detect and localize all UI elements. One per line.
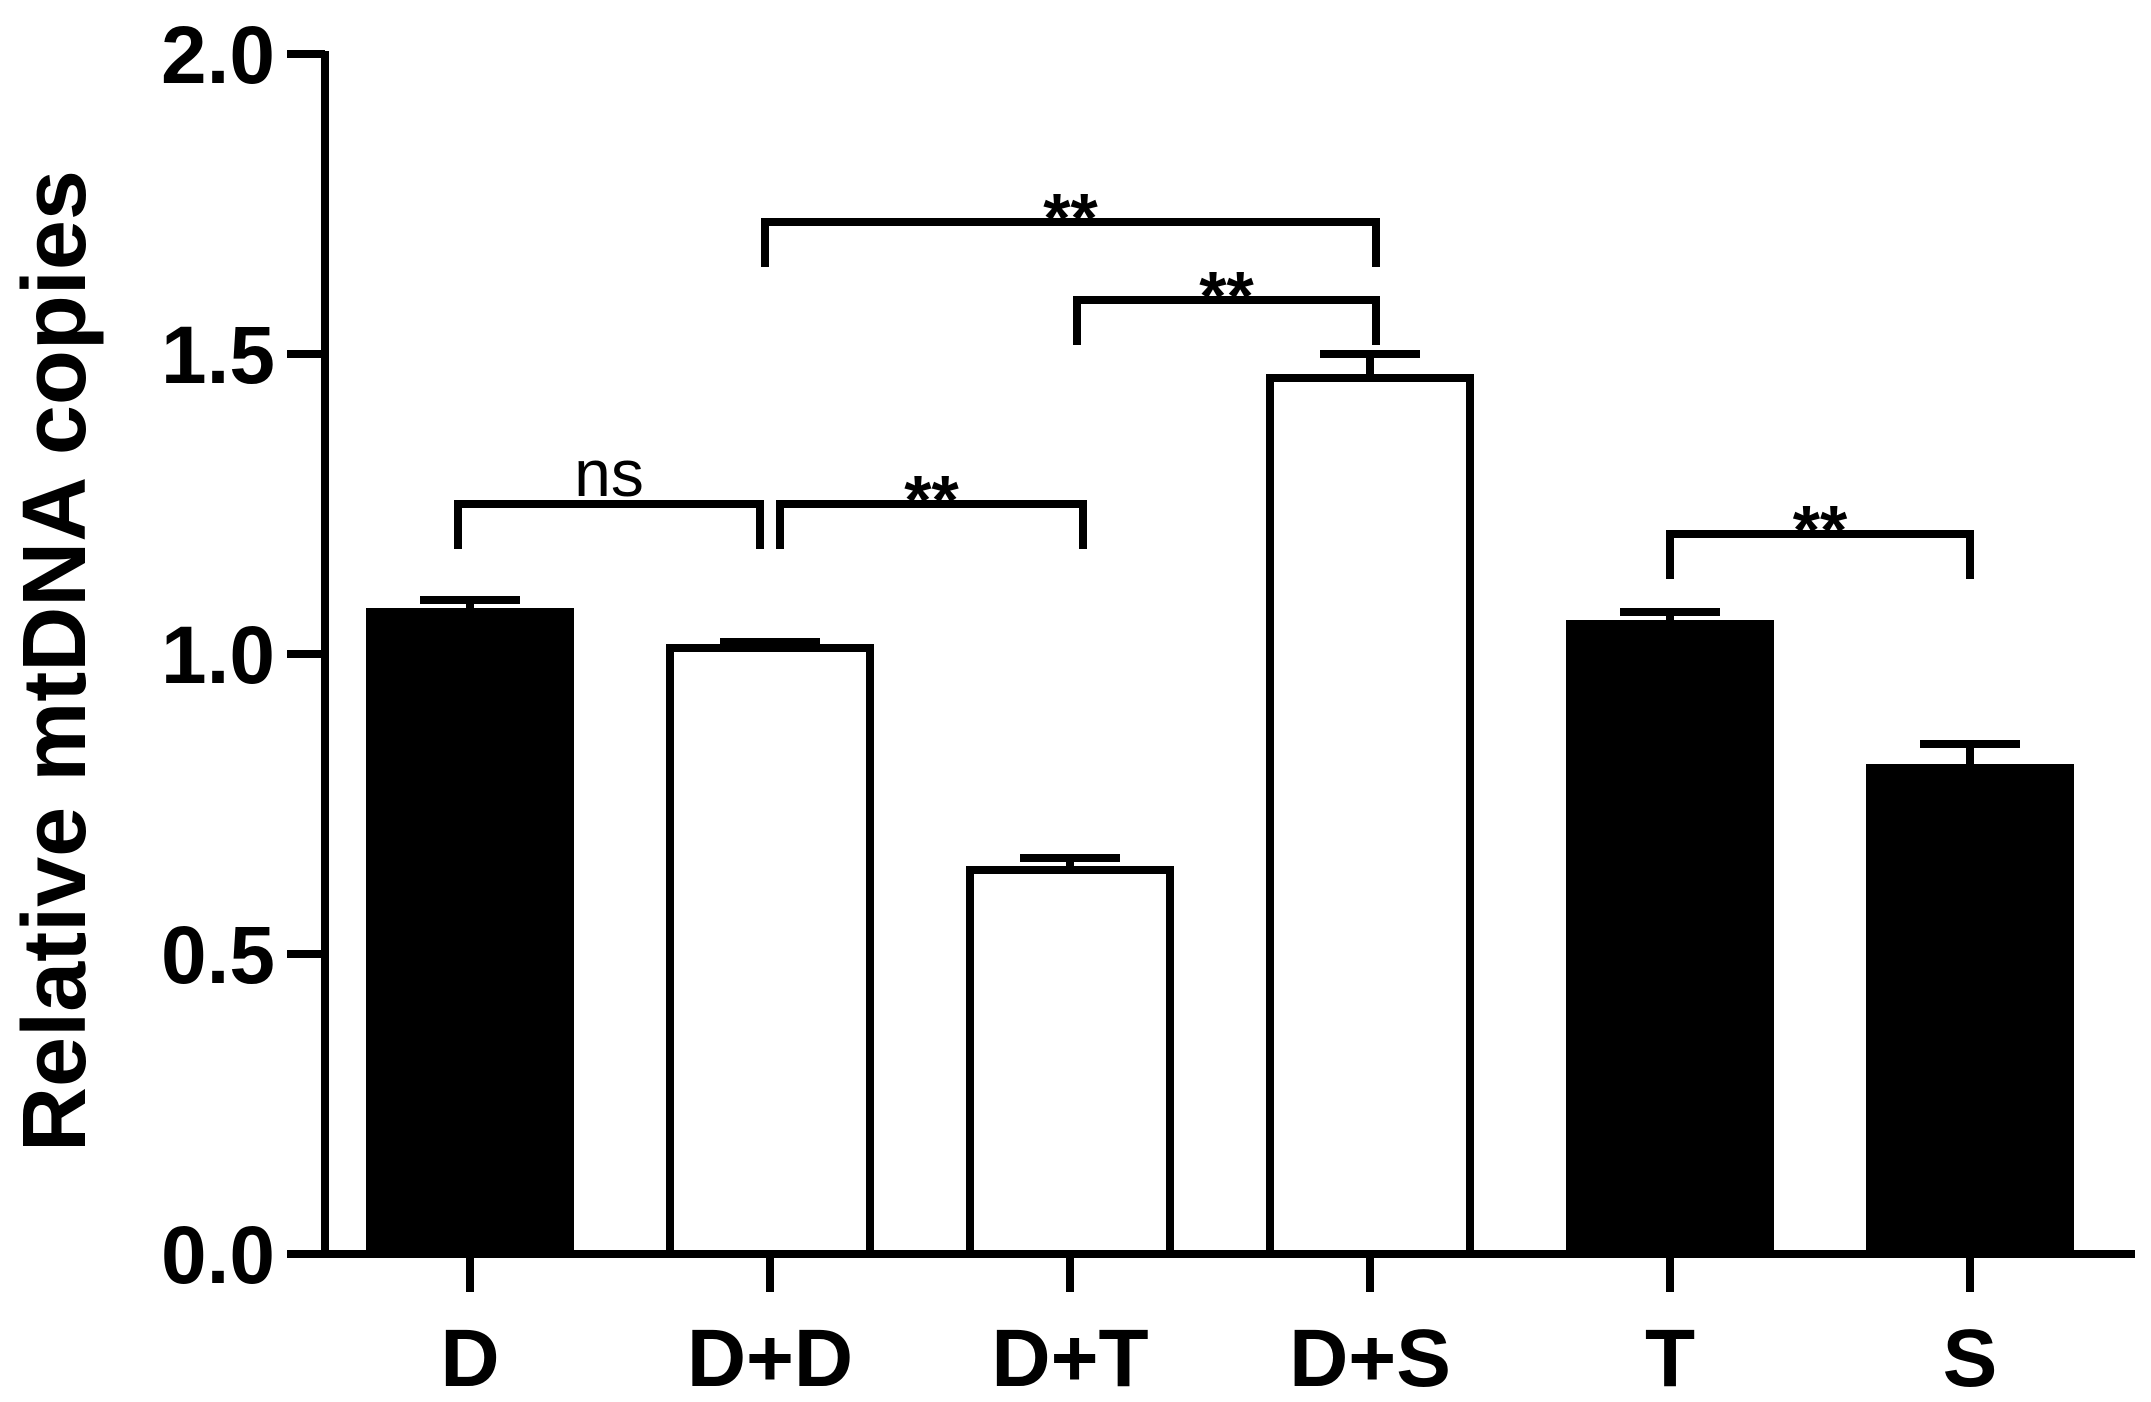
significance-bracket bbox=[1073, 296, 1380, 345]
y-tick-label: 1.0 bbox=[161, 610, 275, 701]
significance-label: ns bbox=[574, 436, 644, 510]
significance-label: ** bbox=[904, 461, 959, 539]
bar-D+D bbox=[666, 644, 874, 1258]
significance-label: ** bbox=[1043, 179, 1098, 257]
y-axis-label: Relative mtDNA copies bbox=[5, 170, 105, 1152]
bar-D+S bbox=[1266, 374, 1474, 1258]
significance-label: ** bbox=[1793, 491, 1848, 569]
y-tick-label: 2.0 bbox=[161, 10, 275, 101]
bar-S bbox=[1866, 764, 2074, 1258]
significance-label: ** bbox=[1199, 257, 1254, 335]
x-tick-label: D+S bbox=[1289, 1313, 1451, 1402]
x-tick-label: D bbox=[440, 1313, 499, 1402]
significance-bracket bbox=[776, 500, 1087, 549]
x-tick-label: S bbox=[1943, 1313, 1998, 1402]
x-tick-label: D+T bbox=[991, 1313, 1148, 1402]
significance-brackets: ns ** ** ** ** bbox=[454, 179, 1974, 579]
bar-T bbox=[1566, 620, 1774, 1258]
y-tick-label: 1.5 bbox=[161, 310, 275, 401]
x-tick-label: D+D bbox=[687, 1313, 853, 1402]
y-tick-label: 0.5 bbox=[161, 910, 275, 1001]
significance-bracket bbox=[761, 218, 1380, 267]
x-tick-label: T bbox=[1645, 1313, 1695, 1402]
significance-bracket bbox=[1666, 530, 1974, 579]
y-tick-label: 0.0 bbox=[161, 1210, 275, 1301]
axes: 0.0 0.5 1.0 1.5 2.0 D D+D D+T D+S T S bbox=[161, 10, 2135, 1402]
significance-bracket bbox=[454, 500, 764, 549]
bar-D bbox=[366, 608, 574, 1258]
bar-D+T bbox=[966, 866, 1174, 1258]
bars bbox=[366, 350, 2074, 1258]
